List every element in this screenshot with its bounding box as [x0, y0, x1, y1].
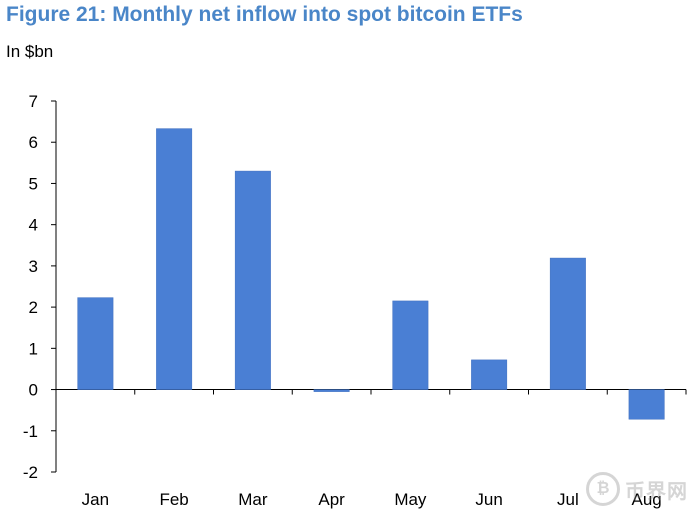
y-tick-label: 5 [29, 174, 38, 193]
y-tick-label: 7 [29, 92, 38, 111]
x-tick-label: Apr [318, 490, 345, 509]
y-tick-label: 0 [29, 381, 38, 400]
y-tick-label: 1 [29, 339, 38, 358]
y-axis-unit-label: In $bn [6, 42, 54, 61]
x-tick-label: Feb [159, 490, 188, 509]
bar-jan [77, 297, 114, 390]
x-tick-label: Jun [475, 490, 502, 509]
bar-mar [234, 170, 271, 390]
bar-jul [549, 257, 586, 390]
bar-may [392, 300, 429, 390]
x-tick-label: Aug [632, 490, 662, 509]
x-tick-label: Jan [82, 490, 109, 509]
watermark-text: 币界网 [625, 480, 688, 503]
bar-feb [156, 128, 193, 390]
bitcoin-coin-icon: ₿ [586, 472, 620, 506]
y-tick-label: 6 [29, 133, 38, 152]
bar-jun [471, 359, 508, 390]
x-tick-label: Mar [238, 490, 268, 509]
y-tick-label: -2 [23, 463, 38, 482]
watermark: ₿ 币界网 [586, 472, 688, 506]
y-tick-label: -1 [23, 422, 38, 441]
bar-apr [313, 389, 350, 392]
y-tick-label: 4 [29, 216, 38, 235]
y-tick-label: 3 [29, 257, 38, 276]
bar-aug [628, 389, 665, 420]
y-tick-label: 2 [29, 298, 38, 317]
x-tick-label: May [394, 490, 427, 509]
chart-title: Figure 21: Monthly net inflow into spot … [6, 3, 523, 26]
x-tick-label: Jul [557, 490, 579, 509]
